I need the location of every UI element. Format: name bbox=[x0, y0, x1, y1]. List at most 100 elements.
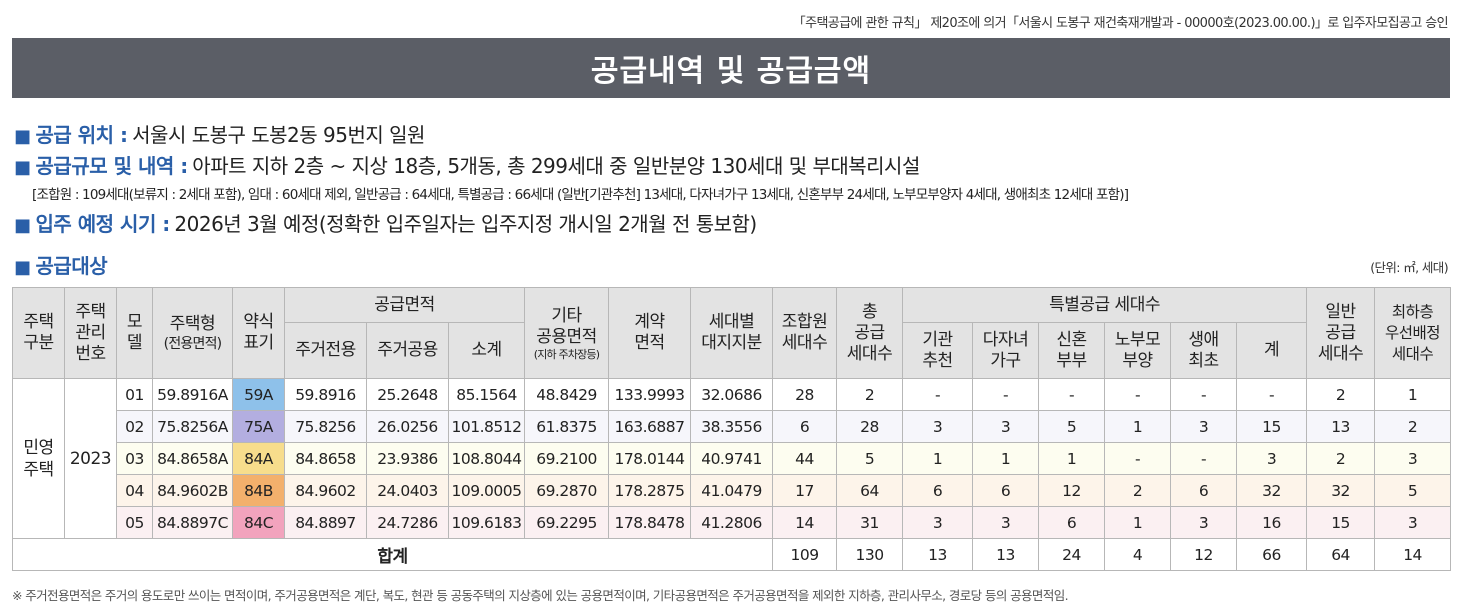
move-in-schedule: ■ 입주 예정 시기 : 2026년 3월 예정(정확한 입주일자는 입주지정 개… bbox=[14, 208, 757, 237]
inst-cell: 1 bbox=[902, 442, 974, 475]
multi-child-cell: 6 bbox=[972, 474, 1040, 507]
private-area-cell: 75.8256 bbox=[284, 410, 367, 443]
col-other-common-sub: (지하 주차장등) bbox=[533, 347, 600, 361]
common-area-cell: 25.2648 bbox=[366, 378, 449, 411]
abbr-cell: 59A bbox=[232, 378, 285, 411]
private-area-cell: 59.8916 bbox=[284, 378, 367, 411]
members-cell: 17 bbox=[772, 474, 838, 507]
lowest-floor-cell: 2 bbox=[1374, 410, 1452, 443]
members-cell: 6 bbox=[772, 410, 838, 443]
housing-type-cell: 민영 주택 bbox=[12, 378, 65, 539]
col-abbr: 약식 표기 bbox=[232, 287, 285, 379]
move-in-value: 2026년 3월 예정(정확한 입주일자는 입주지정 개시일 2개월 전 통보함… bbox=[174, 212, 757, 236]
contract-area-cell: 178.0144 bbox=[608, 442, 692, 475]
members-cell: 14 bbox=[772, 506, 838, 539]
other-common-cell: 69.2870 bbox=[524, 474, 610, 507]
first-life-cell: 3 bbox=[1170, 410, 1238, 443]
col-total-supply: 총 공급 세대수 bbox=[836, 287, 904, 379]
supply-table: 주택 구분 주택 관리 번호 모 델 주택형 (전용면적) 약식 표기 공급면적… bbox=[11, 287, 1452, 571]
inst-cell: 3 bbox=[902, 506, 974, 539]
land-share-cell: 41.0479 bbox=[690, 474, 774, 507]
newlywed-cell: 1 bbox=[1038, 442, 1106, 475]
table-row: 03 84.8658A 84A 84.8658 23.9386 108.8044… bbox=[13, 442, 1452, 475]
members-cell: 44 bbox=[772, 442, 838, 475]
total-inst: 13 bbox=[902, 538, 974, 571]
private-area-cell: 84.9602 bbox=[284, 474, 367, 507]
contract-area-cell: 133.9993 bbox=[608, 378, 692, 411]
col-supply-area: 공급면적 bbox=[283, 287, 526, 323]
inst-cell: - bbox=[902, 378, 974, 411]
abbr-cell: 75A bbox=[232, 410, 285, 443]
mgmt-no-cell: 2023 bbox=[64, 378, 117, 539]
approval-note: 「주택공급에 관한 규칙」 제20조에 의거「서울시 도봉구 재건축재개발과 -… bbox=[792, 16, 1449, 31]
col-housing-type: 주택 구분 bbox=[12, 287, 65, 379]
inst-cell: 3 bbox=[902, 410, 974, 443]
general-cell: 2 bbox=[1306, 442, 1376, 475]
special-total-cell: - bbox=[1236, 378, 1308, 411]
model-cell: 02 bbox=[116, 410, 153, 443]
supply-location-value: 서울시 도봉구 도봉2동 95번지 일원 bbox=[132, 123, 425, 147]
special-total-cell: 15 bbox=[1236, 410, 1308, 443]
contract-area-cell: 178.8478 bbox=[608, 506, 692, 539]
area-subtotal-cell: 101.8512 bbox=[447, 410, 526, 443]
col-elderly: 노부모 부양 bbox=[1104, 322, 1172, 379]
total-general: 64 bbox=[1306, 538, 1376, 571]
special-total-cell: 16 bbox=[1236, 506, 1308, 539]
private-area-cell: 84.8897 bbox=[284, 506, 367, 539]
area-subtotal-cell: 109.6183 bbox=[447, 506, 526, 539]
newlywed-cell: 12 bbox=[1038, 474, 1106, 507]
col-inst-recommend: 기관 추천 bbox=[902, 322, 974, 379]
total-row: 합계 109 130 13 13 24 4 12 66 64 14 bbox=[11, 538, 1452, 571]
common-area-cell: 23.9386 bbox=[366, 442, 449, 475]
inst-cell: 6 bbox=[902, 474, 974, 507]
land-share-cell: 40.9741 bbox=[690, 442, 774, 475]
abbr-cell: 84B bbox=[232, 474, 285, 507]
general-cell: 32 bbox=[1306, 474, 1376, 507]
unit-note: (단위: ㎡, 세대) bbox=[1370, 260, 1448, 275]
col-newlywed: 신혼 부부 bbox=[1038, 322, 1106, 379]
elderly-cell: - bbox=[1104, 442, 1172, 475]
common-area-cell: 24.7286 bbox=[366, 506, 449, 539]
total-supply-cell: 31 bbox=[836, 506, 904, 539]
square-bullet-icon: ■ bbox=[14, 126, 31, 147]
other-common-cell: 61.8375 bbox=[524, 410, 610, 443]
newlywed-cell: 5 bbox=[1038, 410, 1106, 443]
general-cell: 2 bbox=[1306, 378, 1376, 411]
col-land-share: 세대별 대지지분 bbox=[690, 287, 774, 379]
col-model: 모 델 bbox=[116, 287, 153, 379]
col-area-subtotal: 소계 bbox=[447, 322, 526, 379]
lowest-floor-cell: 5 bbox=[1374, 474, 1452, 507]
private-area-cell: 84.8658 bbox=[284, 442, 367, 475]
supply-scale-detail: [조합원 : 109세대(보류지 : 2세대 포함), 임대 : 60세대 제외… bbox=[32, 187, 1129, 203]
house-type-cell: 84.9602B bbox=[152, 474, 233, 507]
other-common-cell: 69.2295 bbox=[524, 506, 610, 539]
supply-scale: ■ 공급규모 및 내역 : 아파트 지하 2층 ~ 지상 18층, 5개동, 총 … bbox=[14, 150, 920, 179]
multi-child-cell: - bbox=[972, 378, 1040, 411]
house-type-cell: 59.8916A bbox=[152, 378, 233, 411]
abbr-cell: 84A bbox=[232, 442, 285, 475]
lowest-floor-cell: 3 bbox=[1374, 506, 1452, 539]
total-supply-cell: 28 bbox=[836, 410, 904, 443]
general-cell: 13 bbox=[1306, 410, 1376, 443]
house-type-cell: 75.8256A bbox=[152, 410, 233, 443]
col-mgmt-no: 주택 관리 번호 bbox=[64, 287, 117, 379]
area-subtotal-cell: 109.0005 bbox=[447, 474, 526, 507]
special-total-cell: 32 bbox=[1236, 474, 1308, 507]
col-members: 조합원 세대수 bbox=[772, 287, 838, 379]
abbr-cell: 84C bbox=[232, 506, 285, 539]
house-type-cell: 84.8897C bbox=[152, 506, 233, 539]
col-house-type-label: 주택형 bbox=[169, 313, 216, 334]
footnote: ※ 주거전용면적은 주거의 용도로만 쓰이는 면적이며, 주거공용면적은 계단,… bbox=[12, 588, 1069, 603]
special-total-cell: 3 bbox=[1236, 442, 1308, 475]
lowest-floor-cell: 3 bbox=[1374, 442, 1452, 475]
other-common-cell: 48.8429 bbox=[524, 378, 610, 411]
total-members: 109 bbox=[772, 538, 838, 571]
members-cell: 28 bbox=[772, 378, 838, 411]
elderly-cell: 2 bbox=[1104, 474, 1172, 507]
land-share-cell: 41.2806 bbox=[690, 506, 774, 539]
total-multi-child: 13 bbox=[972, 538, 1040, 571]
land-share-cell: 38.3556 bbox=[690, 410, 774, 443]
supply-target-label: 공급대상 bbox=[35, 254, 108, 278]
col-first-life: 생애 최초 bbox=[1170, 322, 1238, 379]
contract-area-cell: 178.2875 bbox=[608, 474, 692, 507]
